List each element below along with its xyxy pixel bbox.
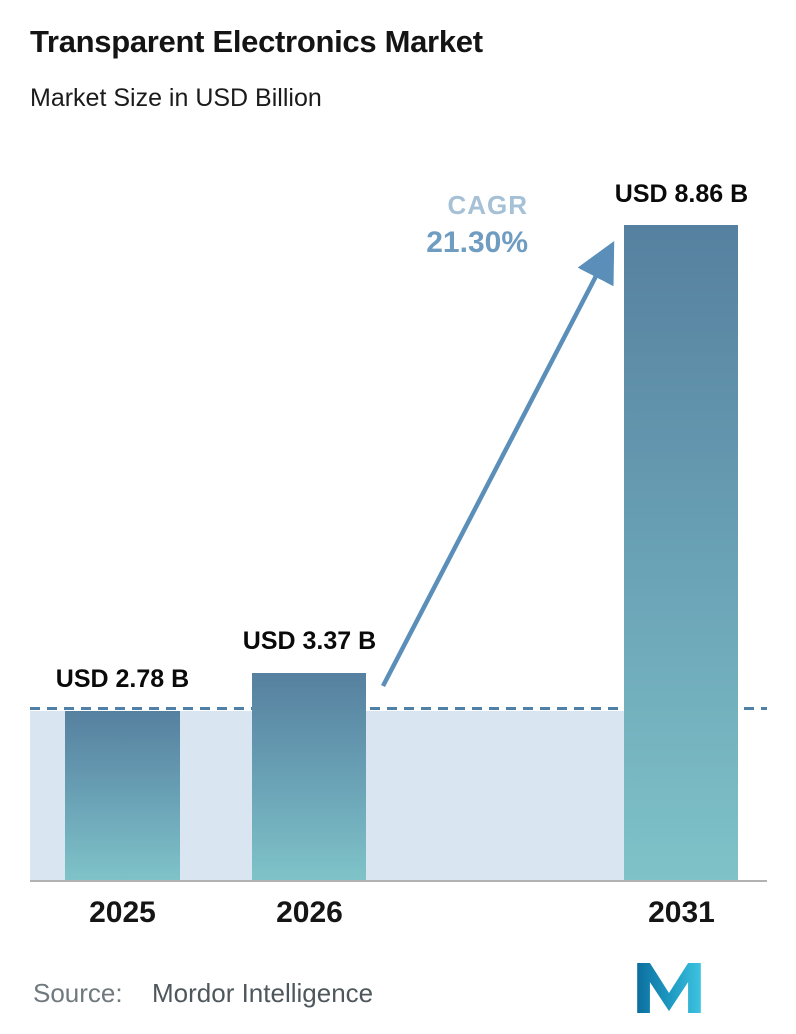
page-title: Transparent Electronics Market xyxy=(30,24,483,59)
bar-2031 xyxy=(624,225,738,880)
bar-value-label-2031: USD 8.86 B xyxy=(614,180,749,208)
bar-value-label-2025: USD 2.78 B xyxy=(55,665,190,693)
reference-dashed-line xyxy=(30,707,767,710)
cagr-value: 21.30% xyxy=(426,226,528,259)
chart-subtitle: Market Size in USD Billion xyxy=(30,84,322,112)
bar-value-label-2026: USD 3.37 B xyxy=(242,627,377,655)
mordor-intelligence-logo xyxy=(637,963,701,1013)
source-value: Mordor Intelligence xyxy=(152,978,374,1008)
x-axis-label-2025: 2025 xyxy=(89,896,156,929)
x-axis-line xyxy=(30,880,767,882)
cagr-label: CAGR xyxy=(447,190,528,220)
bar-2025 xyxy=(65,711,180,880)
bar-2026 xyxy=(252,673,366,880)
source-label: Source: xyxy=(33,978,123,1008)
x-axis-label-2026: 2026 xyxy=(276,896,343,929)
x-axis-label-2031: 2031 xyxy=(648,896,715,929)
